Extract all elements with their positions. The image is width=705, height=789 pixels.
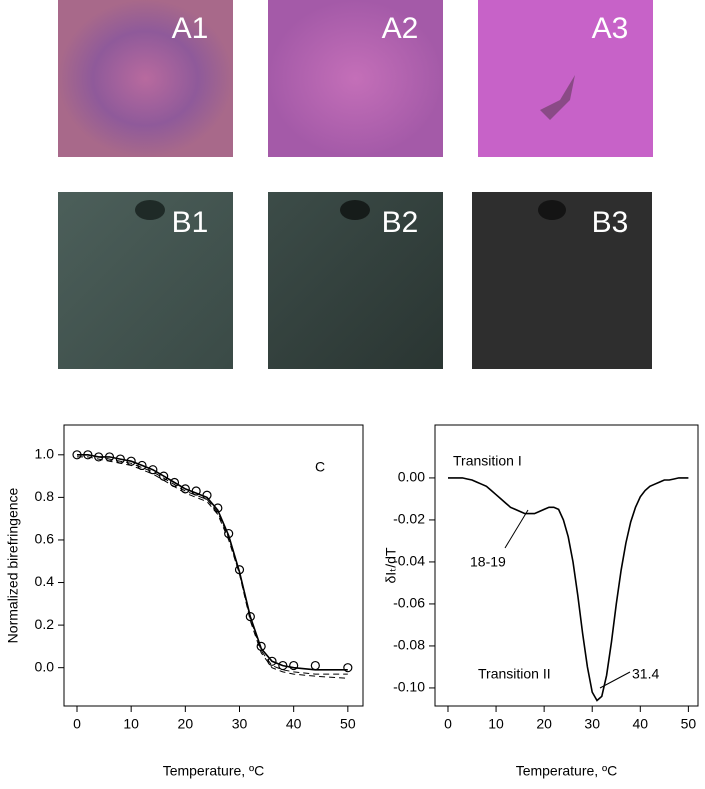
y-tick-label: 0.0 xyxy=(35,658,55,674)
annotation: Transition I xyxy=(453,453,522,469)
annotation-leader xyxy=(504,509,529,549)
panel-label: A3 xyxy=(592,12,629,45)
annotation: Transition II xyxy=(478,666,551,682)
panel-label: B3 xyxy=(592,206,629,239)
micrograph-feature xyxy=(135,200,165,220)
x-tick-label: 0 xyxy=(444,716,452,732)
micrograph xyxy=(478,0,653,157)
micrograph-feature xyxy=(340,200,370,220)
data-point xyxy=(267,656,277,666)
y-tick-label: 0.8 xyxy=(35,488,55,504)
x-tick-label: 10 xyxy=(123,716,139,732)
y-tick-label: 1.0 xyxy=(35,446,55,462)
data-point xyxy=(245,611,255,622)
panel-label: A2 xyxy=(382,12,419,45)
data-point xyxy=(137,460,147,471)
y-tick-label: 0.6 xyxy=(35,531,55,547)
annotation: C xyxy=(315,459,325,475)
x-tick-label: 20 xyxy=(536,716,552,732)
y-axis-label: δIₜ/dT xyxy=(383,547,399,583)
annotation: 31.4 xyxy=(632,666,659,682)
data-point xyxy=(343,663,353,673)
y-tick-label: -0.06 xyxy=(393,595,425,611)
y-tick-label: -0.10 xyxy=(393,679,425,695)
data-line xyxy=(77,454,348,671)
x-tick-label: 30 xyxy=(232,716,248,732)
micrograph xyxy=(58,192,233,369)
y-tick-label: 0.2 xyxy=(35,616,55,632)
annotation: 18-19 xyxy=(470,554,506,570)
y-tick-label: 0.4 xyxy=(35,573,55,589)
x-axis-label: Temperature, ºC xyxy=(163,763,265,779)
x-tick-label: 10 xyxy=(488,716,504,732)
y-tick-label: 0.00 xyxy=(398,469,425,485)
micrograph xyxy=(268,192,443,369)
micrograph-feature xyxy=(540,75,575,120)
panel-label: B2 xyxy=(382,206,419,239)
x-tick-label: 50 xyxy=(340,716,356,732)
x-axis-label: Temperature, ºC xyxy=(516,763,618,779)
panel-label: B1 xyxy=(172,206,209,239)
data-point xyxy=(310,660,320,671)
data-line xyxy=(448,477,689,702)
y-tick-label: -0.08 xyxy=(393,637,425,653)
x-tick-label: 50 xyxy=(681,716,697,732)
x-tick-label: 40 xyxy=(633,716,649,732)
data-point xyxy=(289,660,299,671)
micrograph xyxy=(268,0,443,157)
x-tick-label: 0 xyxy=(73,716,81,732)
panel-label: A1 xyxy=(172,12,209,45)
y-axis-label: Normalized birefringence xyxy=(5,487,21,643)
x-tick-label: 20 xyxy=(178,716,194,732)
micrograph xyxy=(472,192,652,369)
y-tick-label: -0.04 xyxy=(393,553,425,569)
micrograph xyxy=(58,0,233,157)
data-line xyxy=(77,454,348,679)
data-point xyxy=(148,465,158,475)
plot-frame xyxy=(63,424,364,707)
data-point xyxy=(278,660,288,671)
x-tick-label: 40 xyxy=(286,716,302,732)
y-tick-label: -0.02 xyxy=(393,511,425,527)
data-point xyxy=(256,641,266,651)
data-line xyxy=(77,456,348,675)
x-tick-label: 30 xyxy=(584,716,600,732)
plot-frame xyxy=(434,424,699,707)
micrograph-feature xyxy=(538,200,566,220)
